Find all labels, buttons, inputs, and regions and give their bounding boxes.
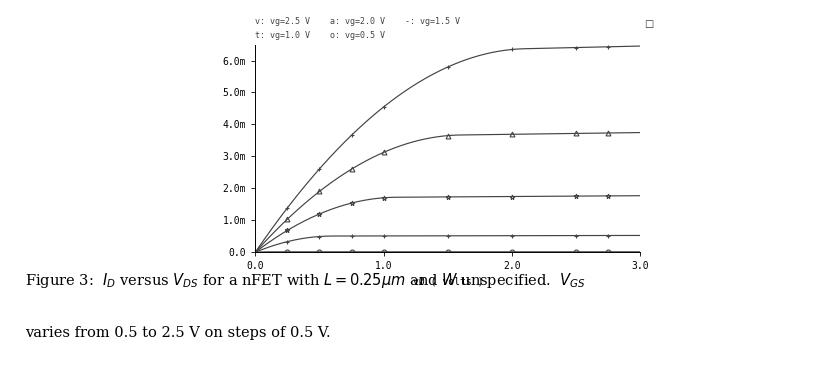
Text: varies from 0.5 to 2.5 V on steps of 0.5 V.: varies from 0.5 to 2.5 V on steps of 0.5… [25,326,330,341]
X-axis label: vØ ( volts ): vØ ( volts ) [412,277,482,287]
Text: v: vg=2.5 V    a: vg=2.0 V    -: vg=1.5 V: v: vg=2.5 V a: vg=2.0 V -: vg=1.5 V [255,17,460,26]
Text: □: □ [644,19,653,29]
Text: Figure 3:  $I_D$ versus $V_{DS}$ for a nFET with $L = 0.25\mu m$ and $W$ unspeci: Figure 3: $I_D$ versus $V_{DS}$ for a nF… [25,271,585,290]
Text: t: vg=1.0 V    o: vg=0.5 V: t: vg=1.0 V o: vg=0.5 V [255,32,385,40]
